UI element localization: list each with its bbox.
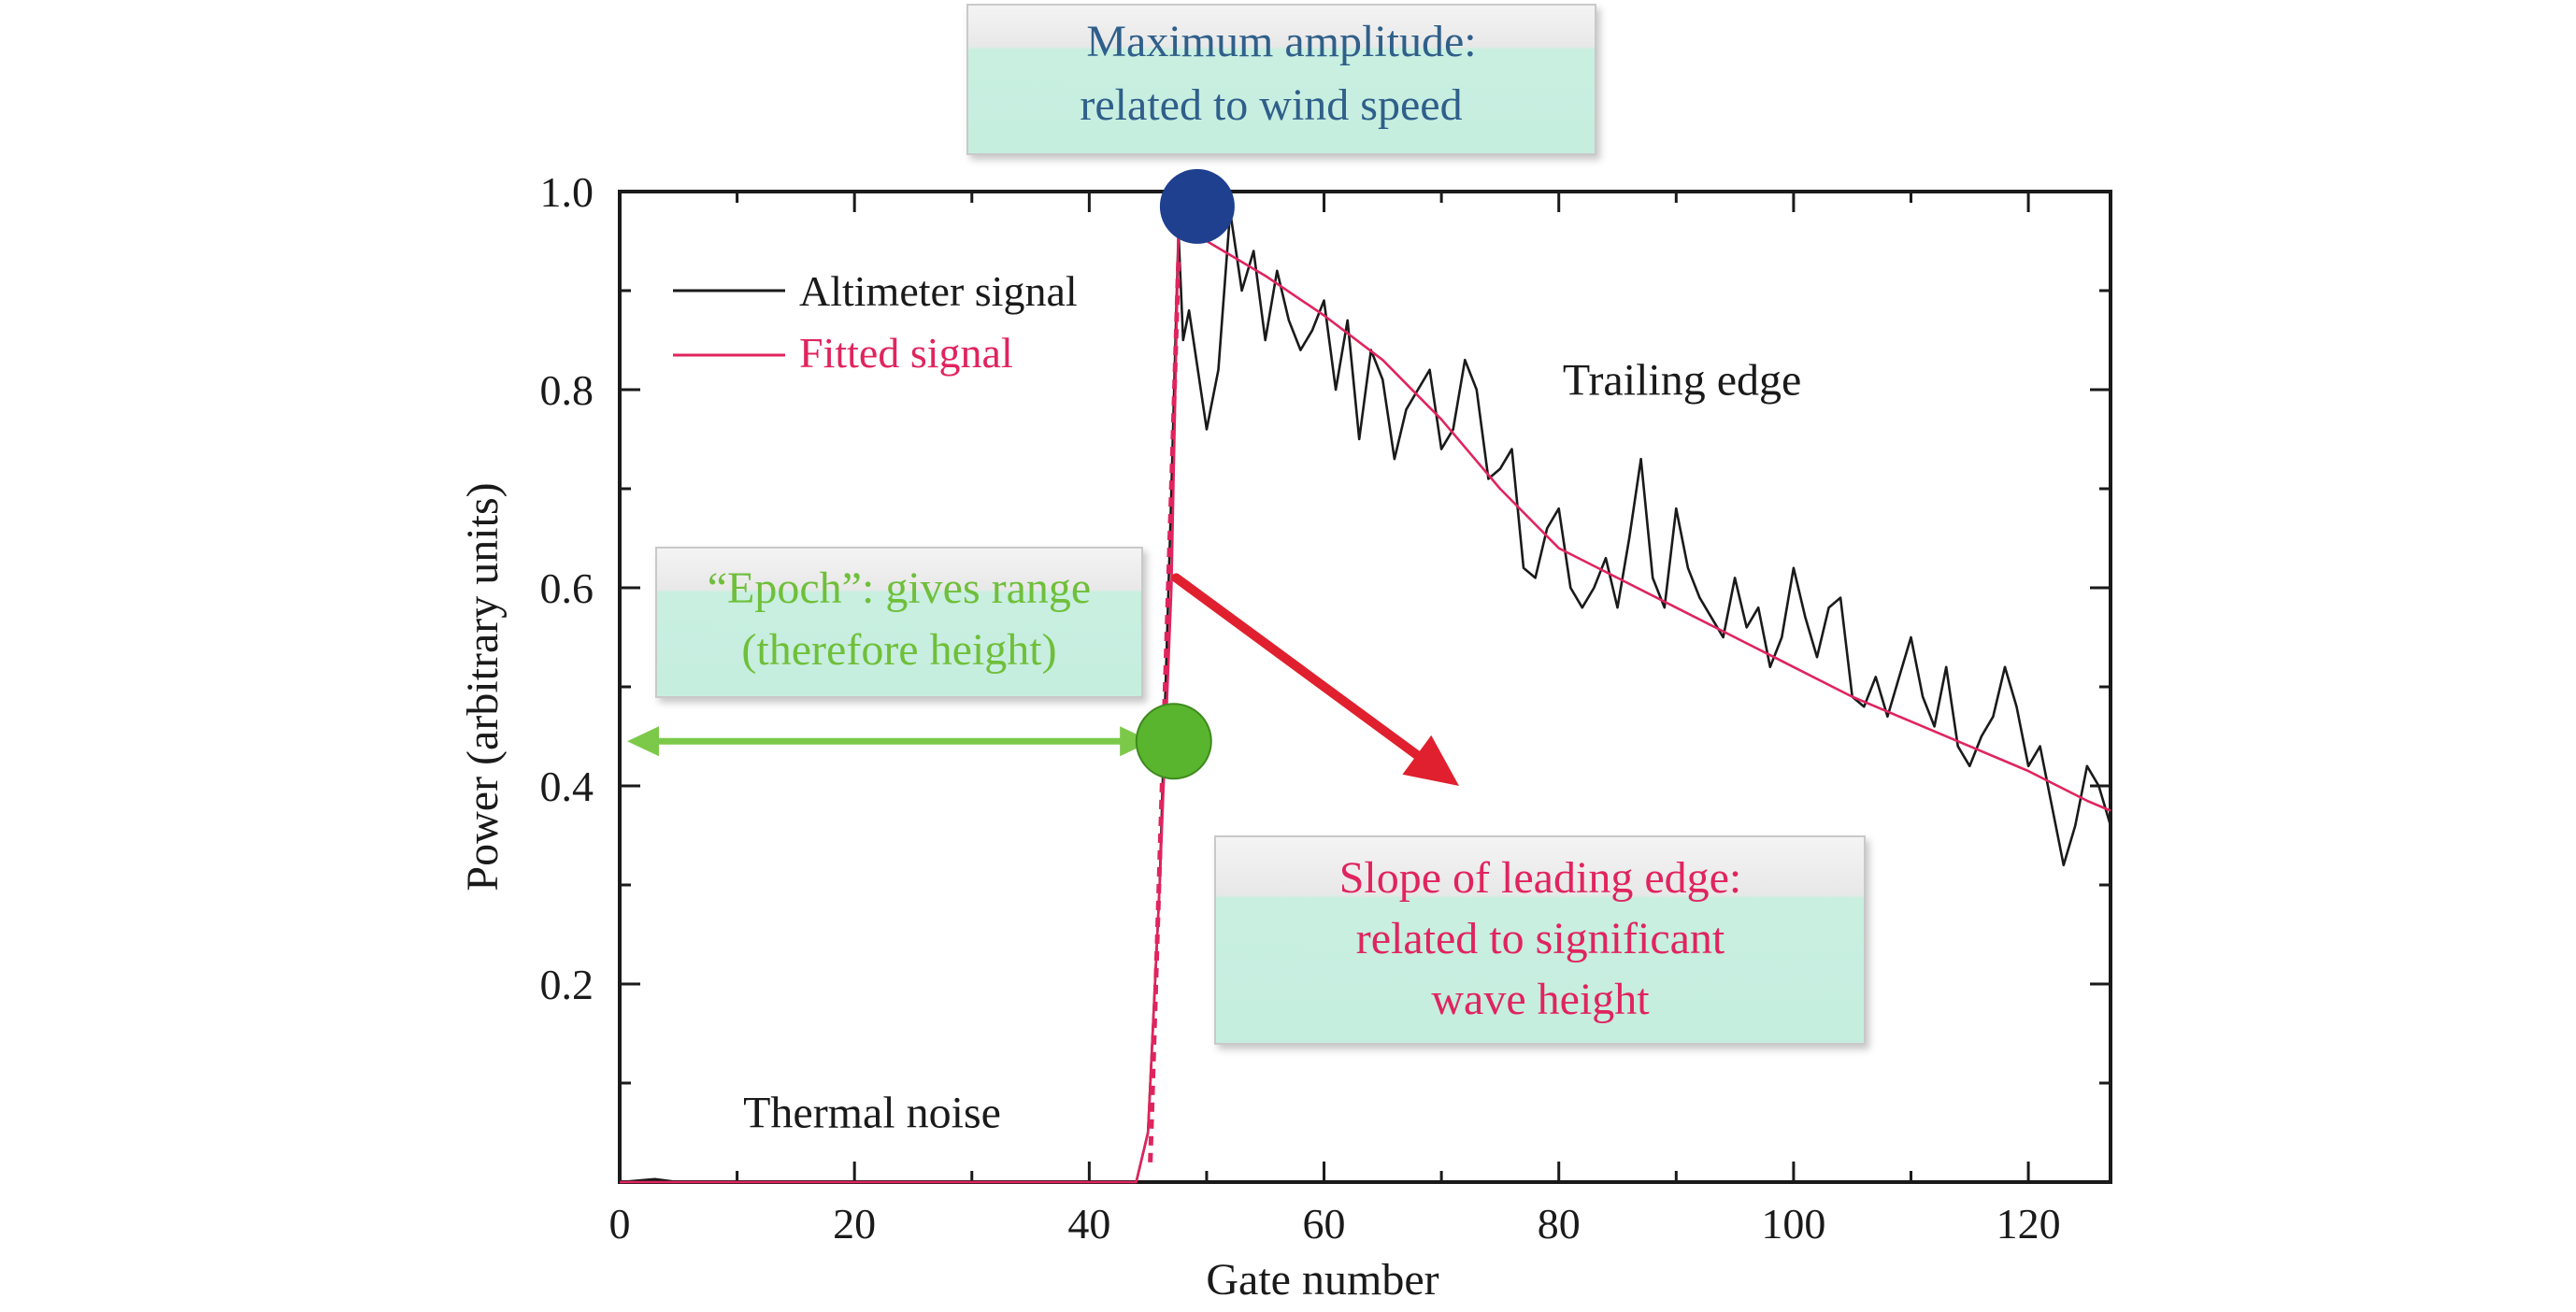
y-tick-label-0.2: 0.2 [540,961,594,1008]
annotation-max-amplitude-box [966,4,1596,155]
y-tick-label-0.8: 0.8 [540,366,594,414]
legend-fitted-label: Fitted signal [799,329,1013,377]
annotation-slope-box [1214,835,1866,1045]
legend-altimeter-label: Altimeter signal [799,267,1078,315]
annotation-max-amplitude: Maximum amplitude: related to wind speed [966,4,1596,155]
series-fitted-line [620,230,2111,1184]
series-group [619,209,2112,1184]
x-tick-label-80: 80 [1538,1200,1581,1248]
annotation-epoch: “Epoch”: gives range (therefore height) [655,547,1143,698]
annotation-slope: Slope of leading edge: related to signif… [1214,835,1866,1045]
annotation-slope-line-1: Slope of leading edge: [1339,853,1742,903]
x-tick-label-120: 120 [1996,1200,2061,1248]
epoch-marker [1135,703,1212,780]
y-tick-label-1: 1.0 [540,168,594,216]
y-tick-label-0.6: 0.6 [540,564,594,612]
annotation-slope-line-2: related to significant [1356,914,1725,963]
annotation-trailing-edge: Trailing edge [1563,355,1802,405]
annotation-epoch-line-1: “Epoch”: gives range [708,563,1091,613]
x-tick-label-20: 20 [833,1200,876,1248]
x-tick-label-0: 0 [609,1200,631,1248]
annotation-thermal-noise: Thermal noise [743,1089,1001,1138]
epoch-double-arrow [627,726,1152,757]
y-axis-title: Power (arbitrary units) [458,482,508,891]
x-axis-title: Gate number [1206,1255,1438,1305]
axis-ticks [618,190,2111,1182]
max-amplitude-marker [1159,168,1235,244]
slope-arrow [1171,573,1459,786]
annotation-epoch-line-2: (therefore height) [741,625,1056,675]
legend: Altimeter signal Fitted signal [673,267,1078,377]
annotation-max-amplitude-line-1: Maximum amplitude: [1086,17,1476,66]
x-tick-label-60: 60 [1303,1200,1346,1248]
annotation-epoch-box [655,547,1143,698]
y-tick-label-0.4: 0.4 [540,763,594,810]
axis-tick-labels: 0 20 40 60 80 100 120 0.2 0.4 0.6 0.8 1.0 [540,168,2061,1248]
x-tick-label-100: 100 [1761,1200,1825,1248]
x-tick-label-40: 40 [1067,1200,1110,1248]
annotation-slope-line-3: wave height [1431,975,1650,1024]
series-altimeter-line [619,209,2112,1184]
annotation-max-amplitude-line-2: related to wind speed [1080,80,1462,130]
